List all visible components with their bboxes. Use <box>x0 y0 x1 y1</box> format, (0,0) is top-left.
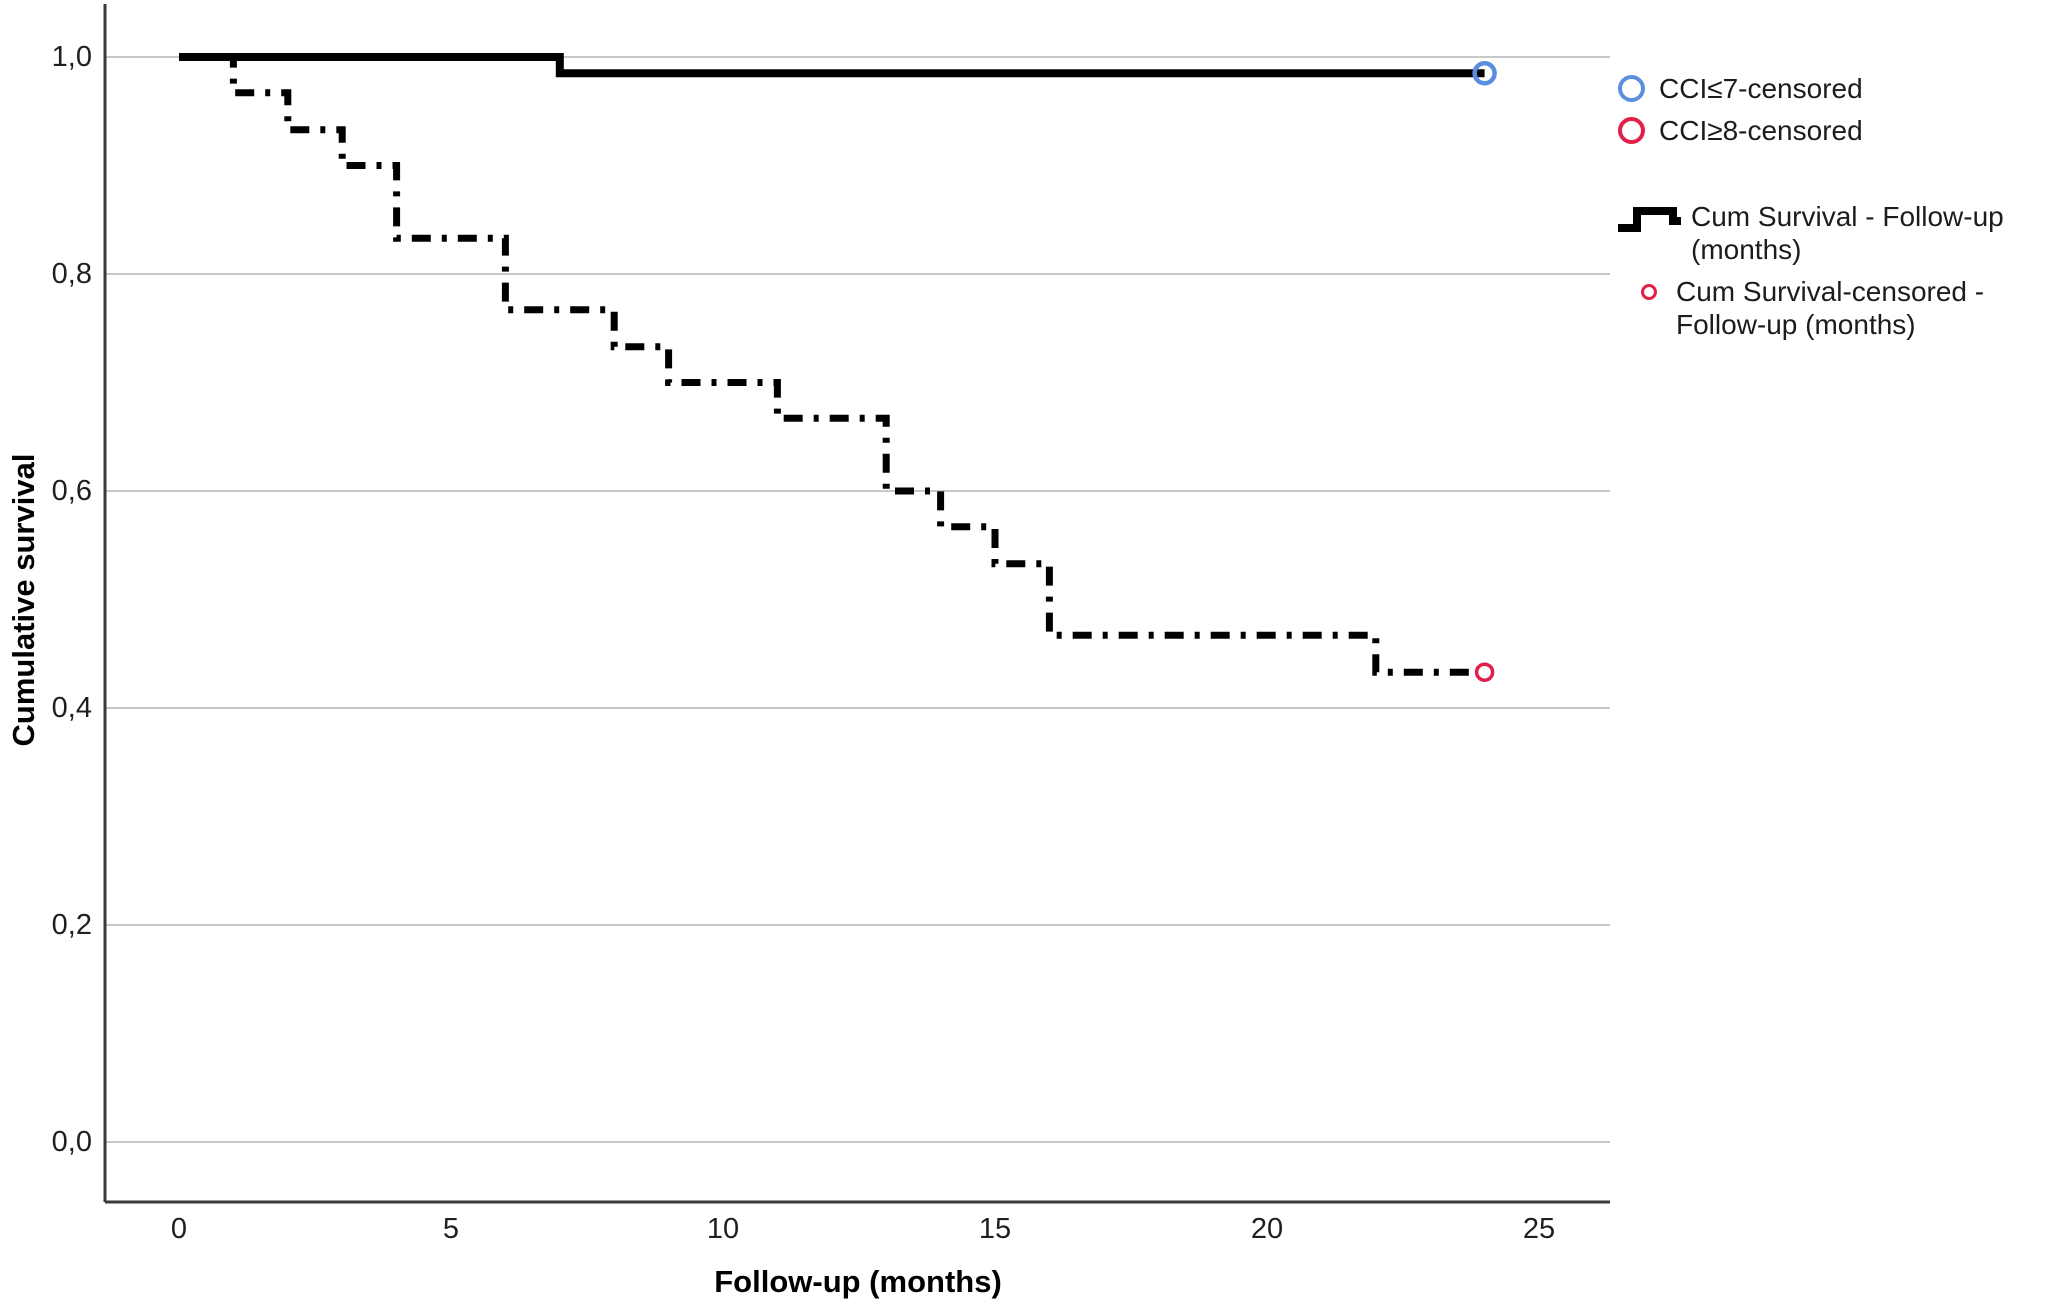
x-tick-label: 5 <box>442 1213 460 1245</box>
small-red-circle-censored-icon <box>1641 284 1657 300</box>
legend-item-label: Cum Survival - Follow-up (months) <box>1691 201 2004 265</box>
y-tick-label: 0,6 <box>51 475 92 507</box>
censor-marker-CCI7 <box>1472 61 1497 86</box>
legend-item-cci-ge8-censored: CCI≥8-censored <box>1615 114 2035 147</box>
x-tick-label: 15 <box>978 1213 1012 1245</box>
red-circle-censored-icon <box>1618 117 1645 144</box>
legend-item-cum-survival-censored: Cum Survival-censored - Follow-up (month… <box>1615 275 2035 341</box>
legend-item-label: CCI≤7-censored <box>1659 73 1863 104</box>
y-tick-label: 1,0 <box>51 41 92 73</box>
y-axis-title: Cumulative survival <box>6 453 41 747</box>
x-tick-label: 20 <box>1250 1213 1284 1245</box>
blue-circle-censored-icon <box>1618 75 1645 102</box>
legend-spacer <box>1615 156 2035 200</box>
x-tick-label: 10 <box>706 1213 740 1245</box>
x-axis-title: Follow-up (months) <box>714 1264 1002 1299</box>
y-tick-label: 0,8 <box>51 258 92 290</box>
x-tick-label: 25 <box>1522 1213 1556 1245</box>
survival-curve-CCI7 <box>179 53 1485 78</box>
step-line-icon <box>1618 207 1681 232</box>
y-tick-label: 0,0 <box>51 1126 92 1158</box>
y-tick-label: 0,4 <box>51 692 92 724</box>
censor-marker-CCI8 <box>1474 662 1495 682</box>
legend-item-label: CCI≥8-censored <box>1659 115 1863 146</box>
y-tick-label: 0,2 <box>51 909 92 941</box>
survival-curve-CCI8 <box>179 53 1478 676</box>
legend: CCI≤7-censored CCI≥8-censored Cum Surviv… <box>1615 72 2035 350</box>
legend-item-cci-le7-censored: CCI≤7-censored <box>1615 72 2035 105</box>
legend-item-label: Cum Survival-censored - Follow-up (month… <box>1676 276 1985 340</box>
legend-item-cum-survival: Cum Survival - Follow-up (months) <box>1615 200 2035 266</box>
x-tick-label: 0 <box>170 1213 188 1245</box>
